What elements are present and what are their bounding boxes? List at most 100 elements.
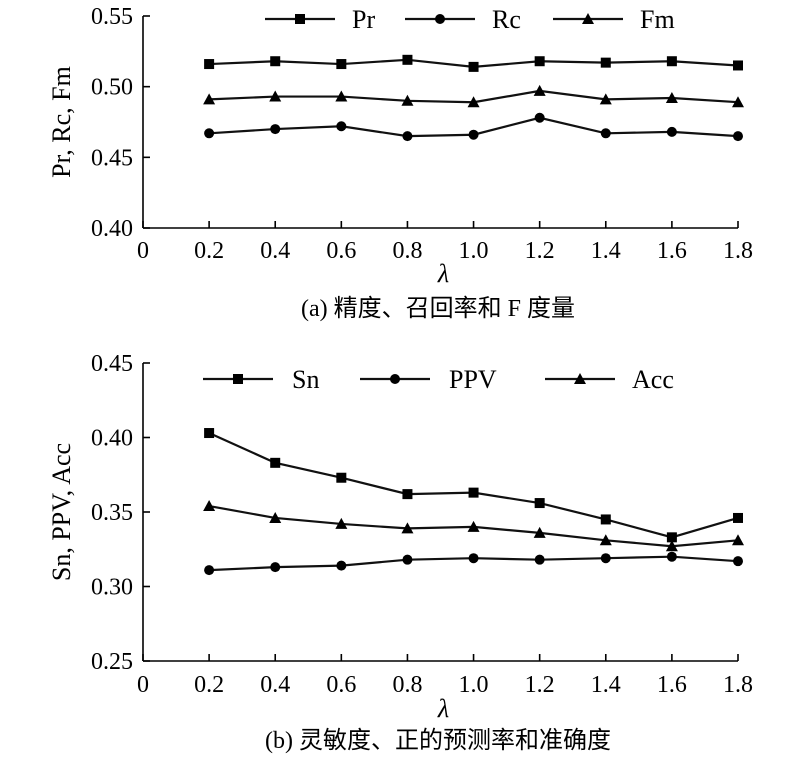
y-tick-label: 0.40 xyxy=(91,426,133,452)
x-tick-label: 1.2 xyxy=(525,238,555,264)
data-point-fm xyxy=(269,90,282,102)
data-point-rc xyxy=(270,124,281,135)
data-point-acc xyxy=(732,534,744,546)
x-tick-label: 0.2 xyxy=(194,238,224,264)
data-point-rc xyxy=(534,112,545,123)
legend-label-sn: Sn xyxy=(292,365,319,394)
y-tick-label: 0.45 xyxy=(91,145,133,171)
x-tick-label: 0.6 xyxy=(326,238,356,264)
data-point-pr xyxy=(600,57,611,68)
x-tick-label: 0.4 xyxy=(260,672,290,698)
legend-marker-fm xyxy=(582,13,594,24)
legend-label-ppv: PPV xyxy=(449,365,497,394)
data-point-ppv xyxy=(402,554,413,565)
data-point-pr xyxy=(666,56,677,67)
legend-marker-acc xyxy=(574,373,586,384)
x-tick-label: 1.8 xyxy=(723,672,753,698)
data-point-ppv xyxy=(600,553,611,564)
y-tick-label: 0.30 xyxy=(91,575,133,601)
data-point-sn xyxy=(600,514,611,525)
y-tick-label: 0.40 xyxy=(91,216,133,242)
legend-marker-rc xyxy=(435,14,445,24)
x-tick-label: 1.6 xyxy=(657,672,687,698)
x-tick-label: 0.6 xyxy=(326,672,356,698)
data-point-sn xyxy=(402,489,413,500)
data-point-ppv xyxy=(666,551,677,562)
data-point-sn xyxy=(204,428,215,439)
x-tick-label: 0.4 xyxy=(260,238,290,264)
data-point-rc xyxy=(733,131,743,142)
legend-label-fm: Fm xyxy=(640,5,675,34)
legend-marker-sn xyxy=(233,374,243,384)
x-axis-title: λ xyxy=(437,259,449,288)
y-tick-label: 0.25 xyxy=(91,649,133,675)
data-point-fm xyxy=(203,93,216,105)
x-tick-label: 0.2 xyxy=(194,672,224,698)
data-point-ppv xyxy=(733,556,743,567)
legend-label-rc: Rc xyxy=(492,5,521,34)
data-point-acc xyxy=(335,517,348,529)
data-point-pr xyxy=(468,61,479,72)
y-tick-label: 0.50 xyxy=(91,75,133,101)
data-point-sn xyxy=(336,472,347,483)
data-point-sn xyxy=(270,457,281,468)
legend-marker-ppv xyxy=(390,374,400,384)
x-tick-label: 1.4 xyxy=(591,238,621,264)
x-tick-label: 1.0 xyxy=(459,672,489,698)
data-point-acc xyxy=(665,540,678,552)
x-tick-label: 0 xyxy=(137,672,149,698)
data-point-rc xyxy=(336,121,347,132)
y-tick-label: 0.55 xyxy=(91,4,133,30)
data-point-acc xyxy=(533,526,546,538)
data-point-fm xyxy=(335,90,348,102)
data-point-fm xyxy=(732,96,744,108)
x-tick-label: 1.0 xyxy=(459,238,489,264)
y-axis-title: Sn, PPV, Acc xyxy=(47,443,76,581)
x-tick-label: 0.8 xyxy=(392,672,422,698)
data-point-sn xyxy=(534,498,545,509)
data-point-acc xyxy=(269,511,282,523)
legend-marker-pr xyxy=(295,14,305,24)
data-point-fm xyxy=(533,84,546,96)
data-point-sn xyxy=(733,512,743,523)
data-point-rc xyxy=(468,129,479,140)
data-point-pr xyxy=(336,59,347,70)
data-point-rc xyxy=(666,126,677,137)
data-point-pr xyxy=(733,60,743,71)
chart-panel-a: 0.40 0.45 0.50 0.55 0 0.2 0.4 0.6 0.8 1.0 1.2 1.4 1.… xyxy=(47,4,753,322)
data-point-pr xyxy=(204,59,215,70)
x-tick-label: 0 xyxy=(137,238,149,264)
data-point-rc xyxy=(600,128,611,139)
data-point-acc xyxy=(401,522,414,534)
y-tick-label: 0.35 xyxy=(91,500,133,526)
data-point-rc xyxy=(402,131,413,142)
data-point-ppv xyxy=(204,565,215,576)
data-point-pr xyxy=(270,56,281,67)
data-point-acc xyxy=(599,534,612,546)
data-point-ppv xyxy=(534,554,545,565)
x-axis-title: λ xyxy=(437,694,449,723)
data-point-acc xyxy=(203,500,216,512)
x-tick-label: 1.2 xyxy=(525,672,555,698)
chart-caption: (a) 精度、召回率和 F 度量 xyxy=(301,295,575,322)
data-point-ppv xyxy=(270,562,281,573)
data-point-fm xyxy=(401,94,414,106)
data-point-pr xyxy=(534,56,545,67)
data-point-fm xyxy=(599,93,612,105)
y-axis-title: Pr, Rc, Fm xyxy=(47,66,76,178)
chart-panel-b: 0.25 0.30 0.35 0.40 0.45 0 0.2 0.4 0.6 0.8 1.0 1.2 1… xyxy=(47,351,753,754)
data-point-ppv xyxy=(336,560,347,571)
x-tick-label: 1.4 xyxy=(591,672,621,698)
data-point-rc xyxy=(204,128,215,139)
x-tick-label: 1.8 xyxy=(723,238,753,264)
data-point-ppv xyxy=(468,553,479,564)
y-tick-label: 0.45 xyxy=(91,351,133,377)
data-point-fm xyxy=(665,91,678,103)
data-point-acc xyxy=(467,520,480,532)
legend-label-pr: Pr xyxy=(352,5,375,34)
data-point-sn xyxy=(666,532,677,543)
chart-caption: (b) 灵敏度、正的预测率和准确度 xyxy=(265,727,611,754)
legend-label-acc: Acc xyxy=(632,365,674,394)
data-point-sn xyxy=(468,487,479,498)
